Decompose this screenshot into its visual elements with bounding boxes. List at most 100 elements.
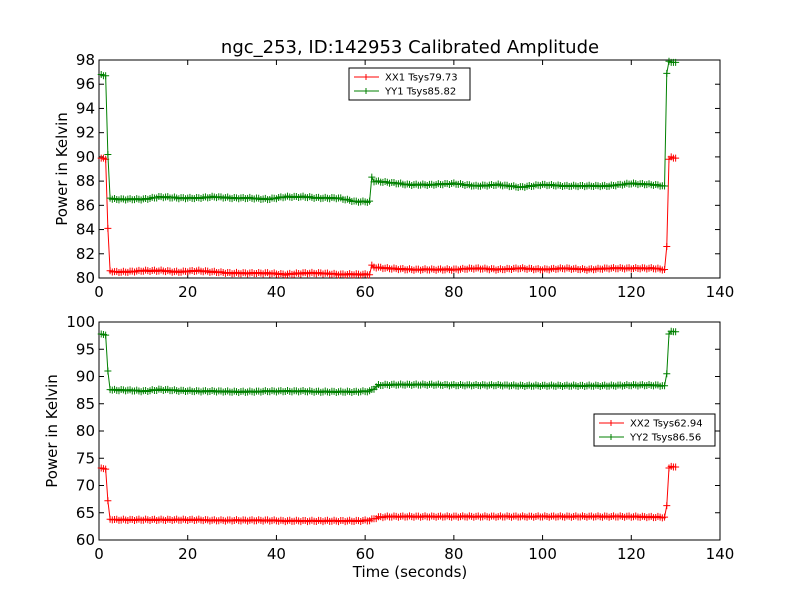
data-point	[373, 266, 375, 268]
data-point	[124, 389, 127, 391]
data-point	[124, 519, 127, 521]
data-point	[284, 196, 287, 198]
data-point	[668, 158, 670, 161]
data-point	[586, 185, 588, 187]
data-point	[109, 197, 111, 199]
data-point	[408, 268, 411, 271]
data-point	[178, 271, 180, 273]
data-point	[674, 331, 677, 333]
data-point	[111, 198, 114, 201]
data-point	[668, 60, 670, 63]
data-point	[377, 384, 380, 387]
data-point	[124, 271, 127, 273]
data-point	[497, 183, 500, 186]
data-point	[368, 390, 371, 393]
data-point	[608, 384, 610, 387]
data-point	[668, 333, 670, 335]
x-tick-label: 60	[356, 545, 375, 563]
data-point	[475, 267, 477, 270]
y-tick-label: 95	[76, 340, 95, 358]
data-point	[302, 196, 304, 198]
data-point	[453, 515, 455, 518]
data-point	[563, 267, 566, 270]
x-tick-label: 20	[178, 545, 197, 563]
data-point	[663, 268, 666, 271]
data-point	[102, 157, 105, 159]
data-point	[519, 186, 522, 188]
data-point	[107, 370, 109, 372]
data-point	[160, 519, 162, 521]
legend-swatch-marker	[608, 434, 614, 440]
data-point	[231, 519, 233, 522]
x-tick-label: 80	[444, 283, 463, 301]
data-point	[195, 269, 198, 272]
data-point	[111, 389, 114, 391]
data-point	[674, 61, 677, 64]
legend-entry-label: XX1 Tsys79.73	[385, 73, 458, 84]
data-point	[377, 516, 380, 518]
data-point	[319, 520, 322, 522]
y-tick-label: 80	[76, 269, 95, 287]
x-tick-label: 120	[617, 283, 646, 301]
data-point	[107, 227, 109, 230]
data-point	[674, 466, 677, 468]
x-tick-label: 0	[94, 545, 104, 563]
y-tick-label: 98	[76, 51, 95, 69]
data-point	[124, 198, 127, 201]
x-tick-label: 80	[444, 545, 463, 563]
data-point	[178, 197, 180, 199]
data-point	[408, 515, 411, 518]
data-point	[430, 515, 433, 518]
data-point	[284, 390, 287, 393]
data-point	[663, 185, 666, 187]
data-point	[195, 390, 198, 393]
y-tick-label: 90	[76, 148, 95, 166]
y-tick-label: 80	[76, 422, 95, 440]
data-point	[266, 390, 269, 393]
data-point	[337, 197, 340, 199]
x-tick-label: 40	[267, 545, 286, 563]
data-point	[541, 384, 544, 387]
data-point	[104, 334, 107, 336]
data-point	[142, 198, 145, 201]
data-point	[142, 519, 145, 521]
data-point	[408, 183, 411, 186]
data-point	[104, 158, 107, 161]
data-point	[670, 61, 673, 64]
y-tick-label: 100	[66, 313, 95, 331]
data-point	[370, 176, 373, 179]
data-point	[337, 273, 340, 276]
data-point	[249, 519, 251, 522]
data-point	[107, 499, 109, 502]
data-point	[373, 387, 375, 390]
data-point	[266, 272, 269, 274]
data-point	[100, 157, 103, 159]
legend-swatch-marker	[363, 88, 369, 94]
data-point	[670, 465, 673, 468]
data-point	[266, 519, 269, 522]
y-tick-label: 75	[76, 449, 95, 467]
y-tick-label: 86	[76, 196, 95, 214]
data-point	[672, 157, 675, 159]
bottom-y-axis-label: Power in Kelvin	[43, 374, 61, 488]
data-point	[213, 390, 216, 393]
data-point	[109, 388, 111, 391]
data-point	[102, 467, 105, 470]
data-point	[563, 185, 566, 187]
data-point	[302, 390, 304, 393]
data-point	[586, 384, 588, 387]
data-point	[475, 515, 477, 518]
data-point	[386, 181, 389, 184]
data-point	[630, 182, 633, 185]
data-point	[368, 200, 371, 203]
bottom-x-axis-label: Time (seconds)	[352, 563, 468, 581]
data-point	[386, 267, 389, 270]
data-point	[519, 384, 522, 387]
data-point	[586, 268, 588, 271]
data-point	[541, 515, 544, 518]
x-tick-label: 100	[528, 283, 557, 301]
data-point	[111, 271, 114, 273]
data-point	[630, 267, 633, 270]
x-tick-label: 140	[706, 283, 735, 301]
